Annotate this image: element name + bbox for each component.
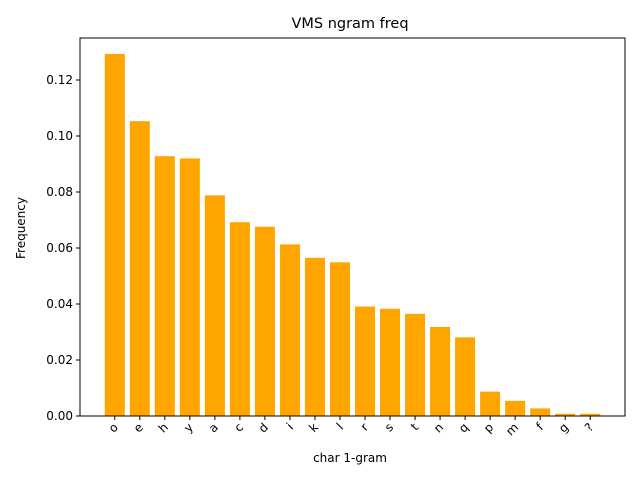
x-tick-label: y [181, 420, 196, 435]
bar-1 [129, 121, 150, 416]
chart-title: VMS ngram freq [291, 16, 408, 32]
y-tick-label: 0.12 [46, 73, 73, 87]
x-tick-label: h [156, 420, 171, 435]
x-tick-label: i [284, 420, 296, 432]
bar-15 [480, 391, 501, 416]
x-tick-label: q [456, 420, 471, 435]
y-tick-label: 0.10 [46, 129, 73, 143]
bar-19 [580, 413, 601, 416]
bar-8 [304, 257, 325, 416]
bar-7 [279, 244, 300, 416]
x-tick-label: ? [582, 420, 596, 434]
bar-13 [430, 326, 451, 416]
y-tick-label: 0.06 [46, 241, 73, 255]
bar-17 [530, 408, 551, 416]
x-tick-label: l [334, 420, 346, 432]
x-tick-label: m [503, 420, 521, 438]
bar-2 [154, 156, 175, 416]
bar-4 [204, 195, 225, 416]
y-tick-label: 0.02 [46, 353, 73, 367]
bar-10 [355, 306, 376, 416]
y-tick-label: 0.08 [46, 185, 73, 199]
bar-14 [455, 337, 476, 416]
x-tick-label: p [481, 420, 496, 435]
y-axis: 0.00 0.02 0.04 0.06 0.08 0.10 0.12 [46, 73, 80, 423]
x-tick-label: s [382, 420, 396, 434]
bar-16 [505, 400, 526, 416]
x-tick-label: f [533, 420, 546, 433]
bars-group [104, 53, 601, 417]
x-axis: o e h y a c d i k l r s t n q p m f g? [106, 416, 596, 438]
x-tick-label: t [408, 420, 421, 433]
x-tick-label: e [131, 420, 146, 435]
x-tick-label: o [106, 420, 121, 435]
x-tick-label: k [306, 420, 321, 435]
y-tick-label: 0.04 [46, 297, 73, 311]
bar-6 [254, 226, 275, 416]
x-axis-label: char 1-gram [313, 451, 387, 465]
bar-11 [380, 308, 401, 416]
bar-9 [329, 262, 350, 416]
bar-0 [104, 53, 125, 417]
x-tick-label: r [358, 420, 371, 433]
x-tick-label: c [231, 420, 246, 435]
bar-12 [405, 313, 426, 416]
bar-5 [229, 222, 250, 416]
bar-18 [555, 413, 576, 416]
x-tick-label: a [206, 420, 221, 435]
plot-frame [79, 37, 626, 417]
y-tick-label: 0.00 [46, 409, 73, 423]
x-tick-label: g [556, 420, 571, 435]
y-axis-label: Frequency [14, 197, 28, 259]
bar-3 [179, 158, 200, 416]
x-tick-label: n [431, 420, 446, 435]
x-tick-label: d [256, 420, 271, 435]
